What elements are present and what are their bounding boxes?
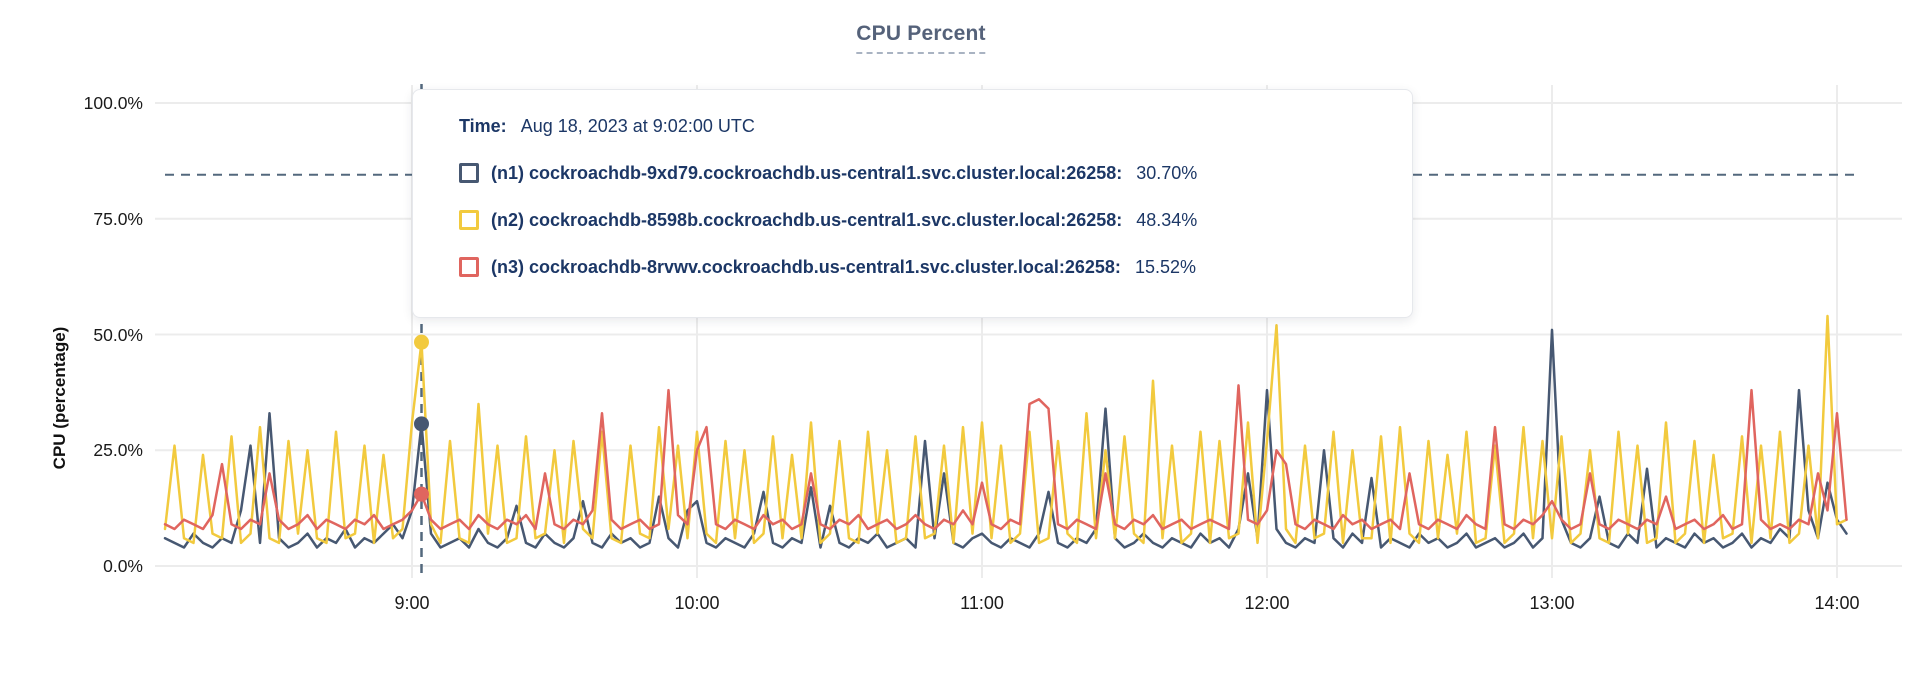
y-tick-label: 0.0% <box>103 556 143 576</box>
x-tick-label: 14:00 <box>1814 593 1860 613</box>
series-line-n3 <box>163 384 1848 531</box>
crosshair-dot-n3 <box>414 486 429 502</box>
x-tick-label: 9:00 <box>394 593 430 613</box>
hover-tooltip: Time: Aug 18, 2023 at 9:02:00 UTC (n1) c… <box>412 89 1413 318</box>
tooltip-series-row-n2: (n2) cockroachdb-8598b.cockroachdb.us-ce… <box>459 208 1382 232</box>
tooltip-series-value: 48.34% <box>1136 209 1198 230</box>
chart-title: CPU Percent <box>856 22 986 54</box>
tooltip-time-row: Time: Aug 18, 2023 at 9:02:00 UTC <box>459 114 1382 138</box>
tooltip-series-label: (n3) cockroachdb-8rvwv.cockroachdb.us-ce… <box>491 256 1121 277</box>
y-tick-label: 100.0% <box>83 93 143 113</box>
tooltip-series-label: (n1) cockroachdb-9xd79.cockroachdb.us-ce… <box>491 162 1123 183</box>
x-tick-label: 12:00 <box>1244 593 1290 613</box>
x-tick-label: 11:00 <box>960 593 1004 613</box>
crosshair-dot-n1 <box>414 416 429 432</box>
tooltip-series-row-n1: (n1) cockroachdb-9xd79.cockroachdb.us-ce… <box>459 161 1382 185</box>
tooltip-series-label: (n2) cockroachdb-8598b.cockroachdb.us-ce… <box>491 209 1123 230</box>
tooltip-series-value: 15.52% <box>1134 256 1196 277</box>
tooltip-series-row-n3: (n3) cockroachdb-8rvwv.cockroachdb.us-ce… <box>459 255 1382 279</box>
x-tick-label: 13:00 <box>1529 593 1575 613</box>
x-tick-label: 10:00 <box>674 593 720 613</box>
series-line-n2 <box>163 314 1848 545</box>
tooltip-time-value: Aug 18, 2023 at 9:02:00 UTC <box>520 115 755 136</box>
crosshair-dot-n2 <box>414 334 429 350</box>
y-tick-label: 25.0% <box>93 440 143 461</box>
series-swatch-icon <box>459 163 479 183</box>
series-line-n1 <box>163 328 1848 549</box>
y-tick-label: 75.0% <box>93 208 143 229</box>
y-tick-label: 50.0% <box>93 324 143 345</box>
tooltip-series-value: 30.70% <box>1136 162 1198 183</box>
series-swatch-icon <box>459 257 479 277</box>
tooltip-time-label: Time: <box>459 115 507 136</box>
series-swatch-icon <box>459 210 479 230</box>
